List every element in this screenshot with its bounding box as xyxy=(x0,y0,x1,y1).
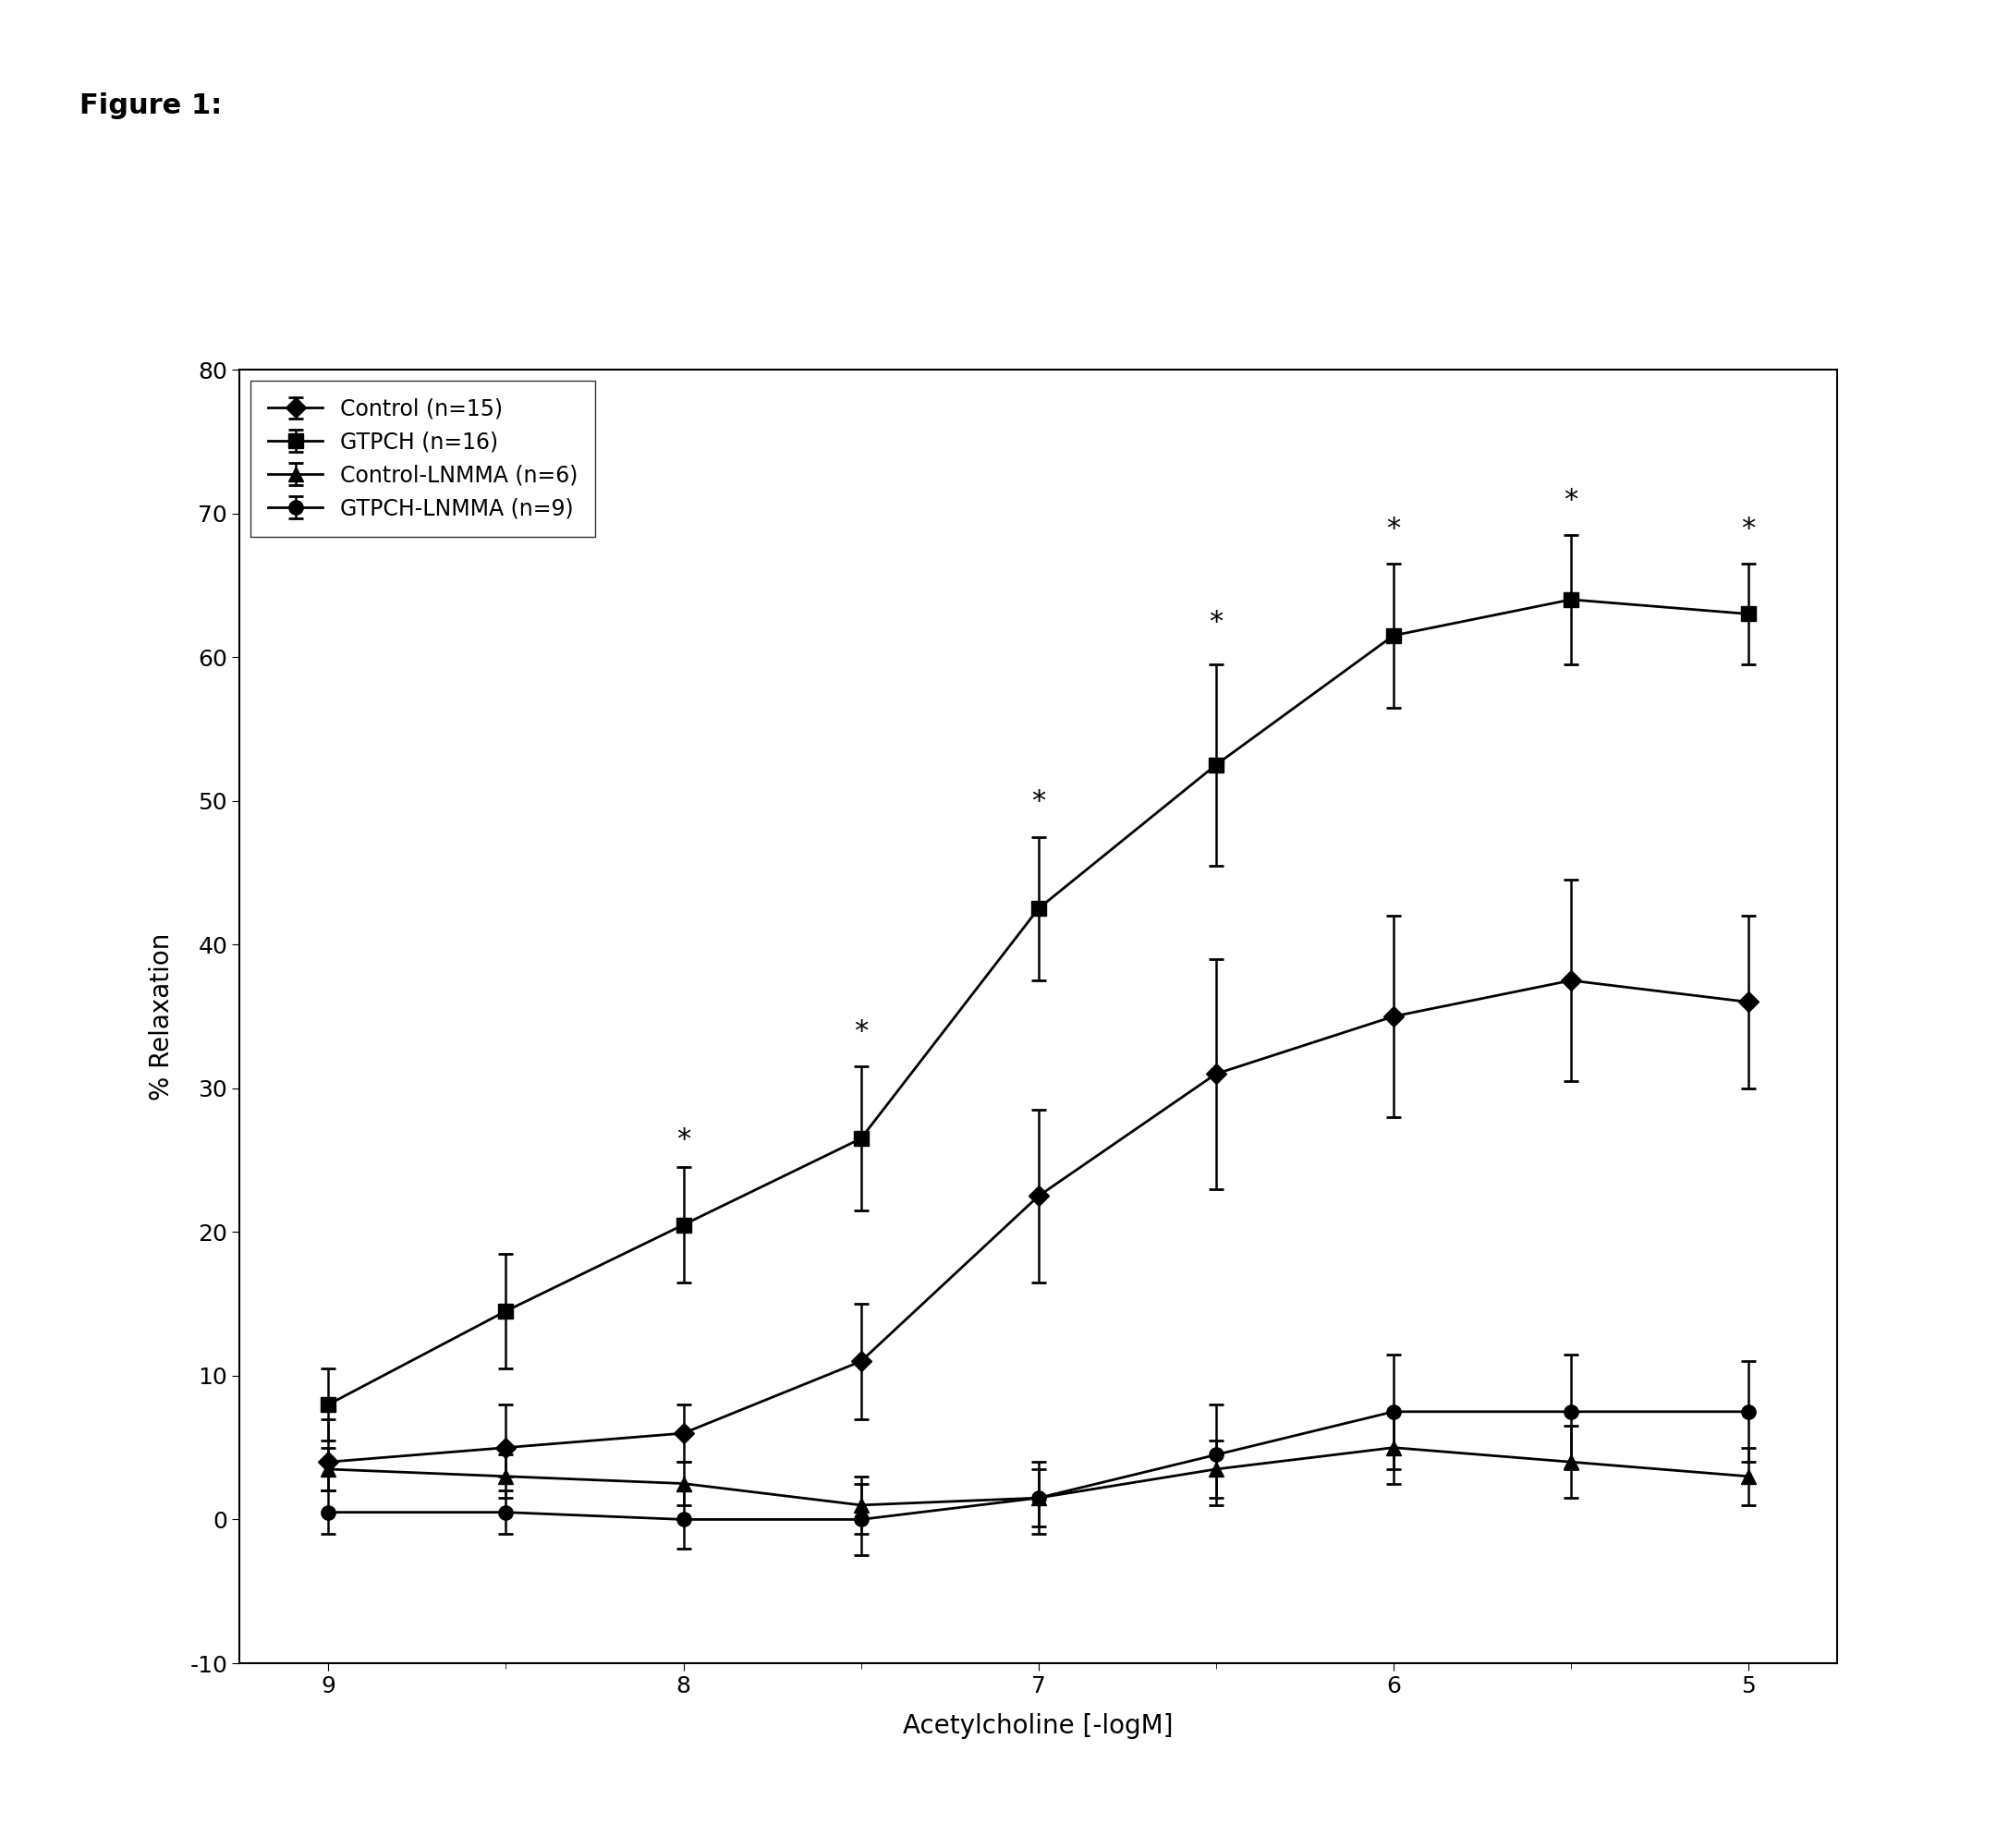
Text: *: * xyxy=(1564,486,1578,514)
Text: *: * xyxy=(1208,608,1222,636)
Text: *: * xyxy=(1030,789,1046,815)
Text: *: * xyxy=(1741,516,1755,541)
Legend: Control (n=15), GTPCH (n=16), Control-LNMMA (n=6), GTPCH-LNMMA (n=9): Control (n=15), GTPCH (n=16), Control-LN… xyxy=(250,381,595,536)
Y-axis label: % Relaxation: % Relaxation xyxy=(148,933,174,1100)
Text: *: * xyxy=(1386,516,1400,541)
Text: *: * xyxy=(677,1125,691,1153)
Text: Figure 1:: Figure 1: xyxy=(80,92,222,118)
Text: *: * xyxy=(855,1018,869,1046)
X-axis label: Acetylcholine [-logM]: Acetylcholine [-logM] xyxy=(903,1713,1174,1739)
